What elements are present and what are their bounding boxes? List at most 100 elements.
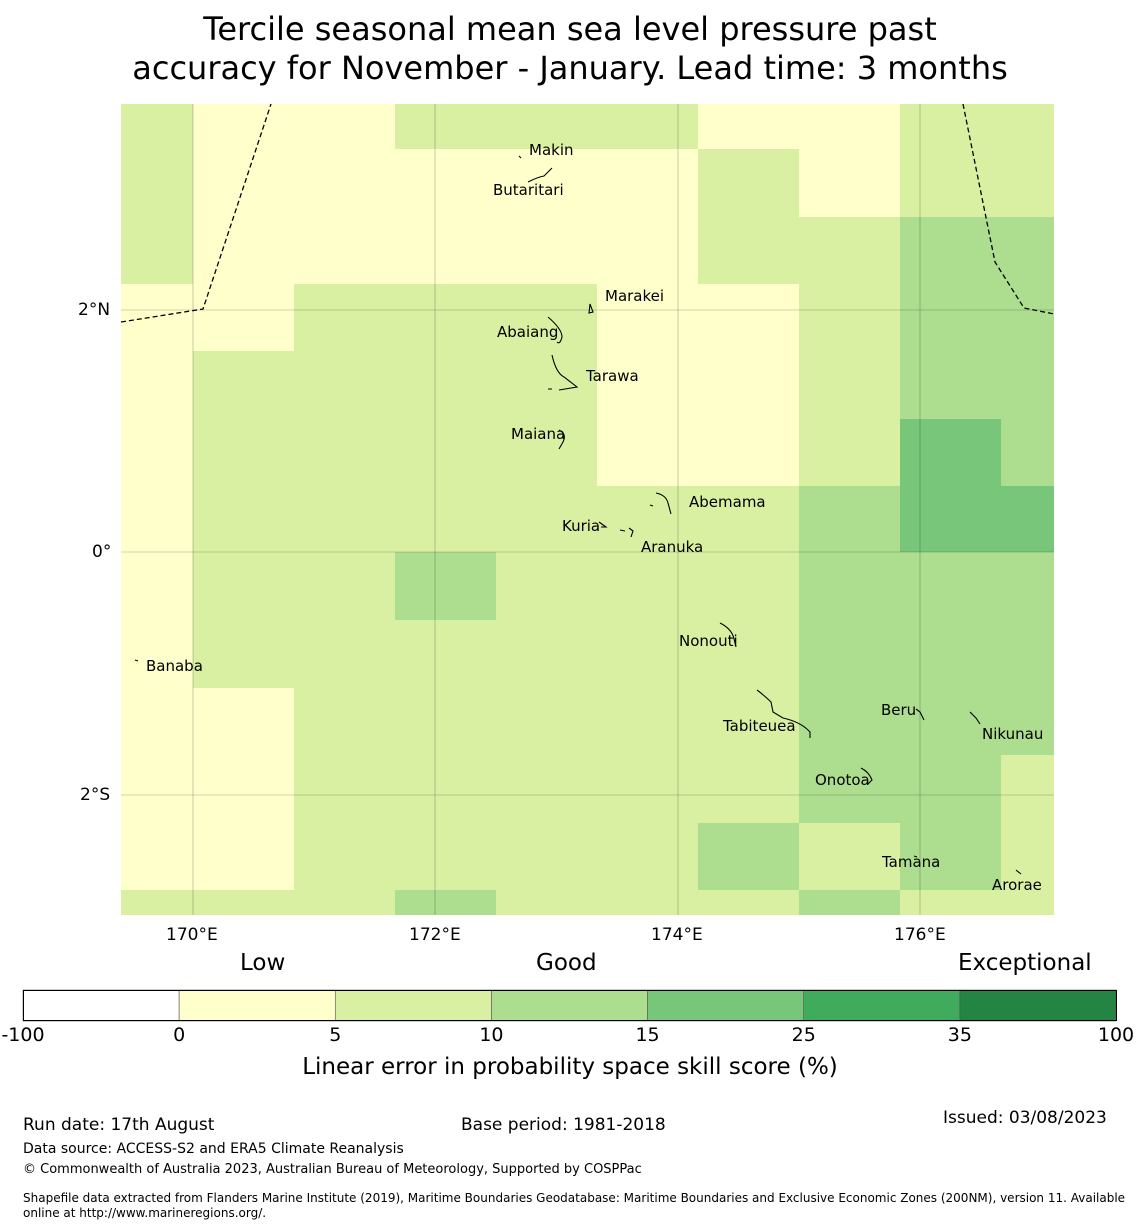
island-label-arorae: Arorae xyxy=(992,876,1042,894)
grid-cell xyxy=(900,149,1001,217)
lon-tick-172e: 172°E xyxy=(409,925,461,945)
grid-cell xyxy=(395,755,496,823)
grid-cell xyxy=(395,486,496,552)
grid-cell xyxy=(698,755,799,823)
colorbar-tick-label: 15 xyxy=(635,1024,660,1046)
data-source: Data source: ACCESS-S2 and ERA5 Climate … xyxy=(23,1141,404,1157)
grid-cell xyxy=(496,284,597,351)
skill-grid xyxy=(121,104,1054,915)
grid-cell xyxy=(121,688,193,755)
grid-cell xyxy=(496,552,597,620)
island-label-maiana: Maiana xyxy=(511,425,566,443)
grid-cell xyxy=(698,620,799,688)
island-label-onotoa: Onotoa xyxy=(815,771,870,789)
grid-cell xyxy=(900,552,1001,620)
island-label-makin: Makin xyxy=(529,141,574,159)
grid-cell xyxy=(1001,486,1054,552)
grid-cell xyxy=(799,823,900,890)
grid-cell xyxy=(193,486,294,552)
grid-cell xyxy=(193,688,294,755)
colorbar-frame xyxy=(23,990,1117,1021)
grid-cell xyxy=(395,823,496,890)
grid-cell xyxy=(294,552,395,620)
grid-cell xyxy=(193,217,294,284)
grid-cell xyxy=(597,284,698,351)
shapefile-credit-line-1: Shapefile data extracted from Flanders M… xyxy=(23,1191,1126,1205)
grid-cell xyxy=(496,486,597,552)
grid-cell xyxy=(193,149,294,217)
grid-cell xyxy=(698,284,799,351)
grid-cell xyxy=(799,419,900,486)
grid-cell xyxy=(799,284,900,351)
grid-cell xyxy=(294,688,395,755)
grid-cell xyxy=(698,688,799,755)
grid-cell xyxy=(799,351,900,419)
grid-cell xyxy=(395,620,496,688)
grid-cell xyxy=(1001,823,1054,890)
island-shape-kuria xyxy=(598,521,608,528)
grid-cell xyxy=(193,755,294,823)
grid-cell xyxy=(193,823,294,890)
island-label-abemama: Abemama xyxy=(689,493,766,511)
grid-cell xyxy=(193,419,294,486)
grid-cell xyxy=(294,486,395,552)
issued-date: Issued: 03/08/2023 xyxy=(943,1108,1107,1128)
grid-cell xyxy=(1001,217,1054,284)
colorbar-tick-label: 10 xyxy=(479,1024,504,1046)
lon-tick-176e: 176°E xyxy=(894,925,946,945)
grid-cell xyxy=(193,552,294,620)
colorbar-label: Linear error in probability space skill … xyxy=(302,1054,838,1080)
grid-cell xyxy=(698,552,799,620)
island-label-abaiang: Abaiang xyxy=(497,323,559,341)
colorbar-tick-label: 5 xyxy=(329,1024,342,1046)
run-date: Run date: 17th August xyxy=(23,1115,215,1135)
grid-cell xyxy=(698,823,799,890)
grid-cell xyxy=(1001,149,1054,217)
colorbar-bin xyxy=(647,989,805,1022)
island-shape-banaba xyxy=(134,659,139,662)
island-label-beru: Beru xyxy=(881,701,917,719)
grid-cell xyxy=(121,552,193,620)
title-line-2: accuracy for November - January. Lead ti… xyxy=(132,49,1008,87)
grid-cell xyxy=(121,419,193,486)
grid-cell xyxy=(294,104,395,149)
grid-cell xyxy=(1001,104,1054,149)
island-shape-nikunau xyxy=(969,711,981,725)
grid-cell xyxy=(294,351,395,419)
grid-cell xyxy=(121,104,193,149)
eez-boundary-west xyxy=(120,103,272,323)
grid-cell xyxy=(597,419,698,486)
base-period: Base period: 1981-2018 xyxy=(461,1115,666,1135)
grid-cell xyxy=(698,890,799,915)
category-exceptional: Exceptional xyxy=(958,950,1092,976)
grid-cell xyxy=(496,620,597,688)
grid-cell xyxy=(597,688,698,755)
grid-cell xyxy=(496,890,597,915)
grid-cell xyxy=(1001,351,1054,419)
grid-cell xyxy=(597,104,698,149)
grid-cell xyxy=(900,620,1001,688)
island-shape-onotoa xyxy=(860,767,873,785)
grid-cell xyxy=(1001,620,1054,688)
grid-cell xyxy=(597,351,698,419)
island-label-tamana: Tamana xyxy=(882,853,941,871)
grid-cell xyxy=(900,284,1001,351)
grid-cell xyxy=(1001,419,1054,486)
eez-boundary-east xyxy=(962,103,1055,315)
island-shape-aranuka xyxy=(619,527,634,538)
grid-cell xyxy=(698,104,799,149)
colorbar-bin xyxy=(178,989,336,1022)
colorbar xyxy=(22,989,1117,1022)
grid-cell xyxy=(900,890,1001,915)
grid-cell xyxy=(799,552,900,620)
grid-cell xyxy=(799,486,900,552)
grid-cell xyxy=(193,284,294,351)
colorbar-tick-label: 25 xyxy=(791,1024,816,1046)
grid-cell xyxy=(496,104,597,149)
island-shape-beru xyxy=(915,708,925,721)
grid-cell xyxy=(121,217,193,284)
grid-cell xyxy=(294,284,395,351)
graticule xyxy=(121,104,1054,915)
island-label-marakei: Marakei xyxy=(605,287,665,305)
grid-cell xyxy=(698,351,799,419)
